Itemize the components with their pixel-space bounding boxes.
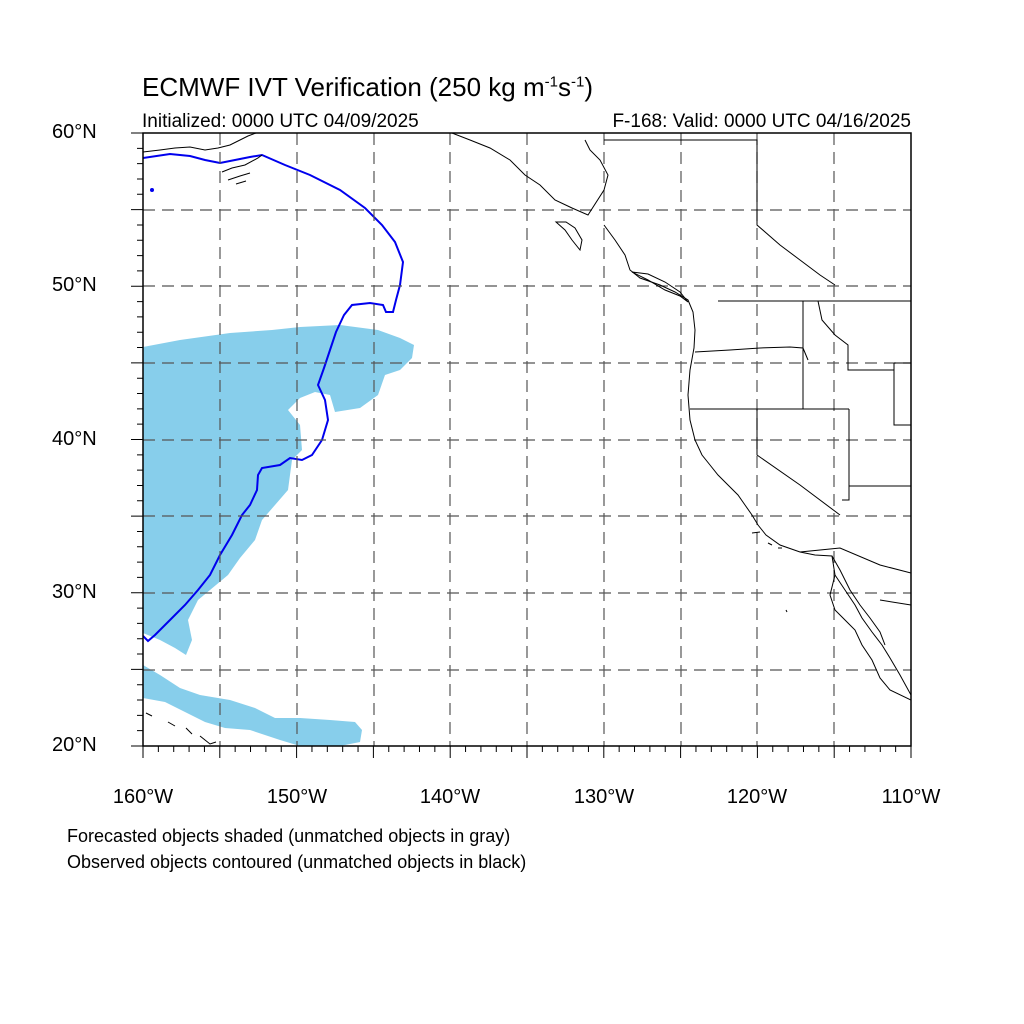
grid-lines	[143, 133, 911, 746]
coastline-baja	[829, 555, 911, 701]
coastline-vancouver-island	[631, 271, 689, 303]
lat-label-50: 50°N	[52, 274, 97, 296]
observed-contour-dot	[150, 188, 154, 192]
coastline-alaska-islands	[221, 154, 263, 185]
valid-time-label: F-168: Valid: 0000 UTC 04/16/2025	[612, 111, 911, 132]
coastline-haida-gwaii	[554, 221, 583, 252]
boundary-us-mexico	[799, 547, 911, 574]
boundary-utah	[849, 362, 911, 487]
lat-label-20: 20°N	[52, 734, 97, 756]
boundary-wa-or	[694, 346, 809, 361]
map-title: ECMWF IVT Verification (250 kg m-1s-1)	[142, 72, 593, 102]
lon-label-120w: 120°W	[726, 786, 788, 808]
lat-label-40: 40°N	[52, 428, 97, 450]
boundary-nv-az	[842, 409, 850, 501]
coastline-alaska-panhandle	[451, 133, 609, 216]
observed-contour	[143, 152, 405, 643]
coastline-hawaii	[145, 712, 217, 745]
lon-label-140w: 140°W	[419, 786, 481, 808]
lon-label-150w: 150°W	[266, 786, 328, 808]
lon-label-110w: 110°W	[881, 786, 941, 808]
boundary-sonora	[879, 599, 911, 606]
axis-ticks	[131, 132, 912, 758]
lon-label-160w: 160°W	[112, 786, 174, 808]
coastline-north-america	[603, 224, 911, 696]
boundary-ca-nv	[756, 409, 841, 516]
lon-label-130w: 130°W	[573, 786, 635, 808]
boundary-bc	[604, 139, 836, 286]
note-forecast: Forecasted objects shaded (unmatched obj…	[67, 826, 511, 846]
forecast-object-hawaii	[143, 665, 362, 746]
init-time-label: Initialized: 0000 UTC 04/09/2025	[142, 111, 419, 132]
coastline-alaska	[143, 133, 257, 153]
lat-label-30: 30°N	[52, 581, 97, 603]
note-observed: Observed objects contoured (unmatched ob…	[67, 852, 527, 872]
lat-label-60: 60°N	[52, 121, 97, 143]
coastline-channel-islands	[751, 531, 788, 613]
boundary-idaho	[802, 300, 894, 409]
